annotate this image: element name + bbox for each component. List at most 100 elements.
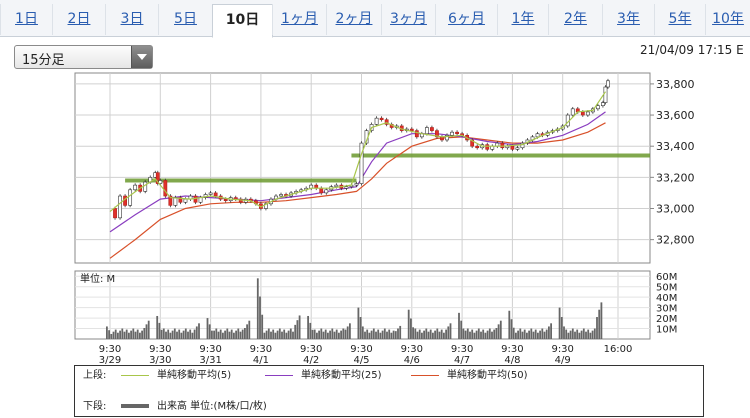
tab-0[interactable]: 1日 [0, 4, 52, 35]
volume-bar [112, 331, 115, 339]
volume-bar [248, 320, 251, 339]
x-tick-date: 4/2 [303, 355, 319, 365]
volume-bar [259, 296, 261, 339]
volume-bar [539, 330, 541, 339]
volume-bar [464, 330, 467, 339]
volume-bar [235, 330, 237, 339]
x-tick-time: 9:30 [350, 344, 372, 355]
candle [475, 145, 480, 149]
volume-y-tick-label: 60M [656, 272, 677, 283]
legend: 上段: 単純移動平均(5) 単純移動平均(25) 単純移動平均(50) 下段: … [74, 365, 704, 417]
volume-bar [429, 329, 432, 339]
tab-6[interactable]: 2ヶ月 [326, 4, 381, 35]
volume-bar [519, 328, 522, 339]
volume-bar [278, 328, 281, 339]
price-chart: 33,800 33,600 33,400 33,200 33,000 32,800 60M… [74, 72, 695, 365]
volume-bar [340, 330, 342, 339]
volume-bar [379, 332, 382, 339]
tab-7[interactable]: 3ヶ月 [381, 4, 435, 35]
volume-bar [335, 329, 338, 339]
volume-bar [281, 331, 283, 339]
candle [133, 184, 138, 191]
volume-bar [486, 330, 489, 339]
volume-bar [473, 332, 476, 339]
volume-bar [160, 329, 163, 339]
candle [409, 128, 414, 131]
legend-label-sma25: 単純移動平均(25) [301, 370, 382, 381]
volume-bar [187, 331, 189, 339]
volume-bar [128, 332, 130, 339]
volume-bar [543, 331, 546, 339]
x-tick-time: 9:30 [149, 344, 171, 355]
volume-bar [548, 326, 550, 339]
volume-bar [462, 328, 465, 339]
volume-bar [233, 332, 235, 339]
tab-13[interactable]: 10年 [705, 4, 750, 35]
volume-bar [130, 330, 132, 339]
volume-bar [438, 331, 441, 339]
legend-item-sma50: 単純移動平均(50) [401, 369, 528, 383]
candle [450, 131, 454, 136]
interval-select[interactable]: 15分足 [14, 45, 153, 69]
volume-bar [578, 332, 581, 339]
candle [208, 192, 213, 195]
volume-bar [361, 326, 364, 339]
volume-bar [313, 329, 316, 339]
volume-bar [211, 330, 213, 339]
volume-bar [246, 324, 248, 339]
x-tick-time: 9:30 [300, 344, 322, 355]
volume-bar [560, 317, 563, 339]
volume-bar [184, 328, 187, 339]
volume-bar [241, 329, 244, 339]
tab-5[interactable]: 1ヶ月 [272, 4, 326, 35]
volume-bar [418, 329, 421, 339]
candle [601, 102, 605, 107]
volume-bar [171, 330, 174, 339]
x-tick-date: 4/8 [504, 355, 520, 365]
volume-bar [390, 332, 393, 339]
tab-1[interactable]: 2日 [52, 4, 105, 35]
candle [379, 117, 384, 121]
candle [183, 198, 188, 203]
candle [580, 111, 585, 116]
x-tick-date: 4/1 [253, 355, 269, 365]
legend-item-volume: 出来高 単位:(M株/口/枚) [111, 400, 267, 414]
volume-bar [569, 330, 572, 339]
tab-9[interactable]: 1年 [497, 4, 548, 35]
volume-bar [434, 330, 436, 339]
x-tick-date: 4/6 [404, 355, 420, 365]
tab-12[interactable]: 5年 [654, 4, 705, 35]
candle [354, 183, 359, 186]
x-tick-time: 9:30 [401, 344, 423, 355]
volume-bar [436, 328, 439, 339]
candle [359, 142, 364, 184]
volume-bar [263, 332, 266, 339]
sma5-line [109, 91, 606, 213]
volume-bar [523, 329, 526, 339]
price-y-tick-label: 33,200 [656, 171, 695, 184]
x-tick-time: 16:00 [604, 344, 633, 355]
tab-8[interactable]: 6ヶ月 [435, 4, 497, 35]
volume-bar [274, 332, 277, 339]
x-tick-date: 3/31 [199, 355, 221, 365]
candle [520, 142, 525, 149]
volume-y-tick-label: 30M [656, 304, 677, 315]
volume-bar [125, 329, 128, 339]
tab-11[interactable]: 3年 [602, 4, 654, 35]
volume-bar [443, 332, 445, 339]
tab-2[interactable]: 3日 [105, 4, 158, 35]
candle [213, 192, 218, 197]
legend-swatch-sma50 [411, 374, 439, 376]
candle [470, 139, 475, 147]
tab-4[interactable]: 10日 [212, 4, 273, 38]
volume-bar [219, 329, 222, 339]
volume-bar [512, 327, 515, 339]
volume-bar [215, 328, 218, 339]
chevron-down-icon[interactable] [131, 46, 152, 68]
volume-bar [576, 329, 579, 339]
candle [606, 80, 610, 88]
volume-bar [298, 315, 301, 339]
tab-10[interactable]: 2年 [548, 4, 602, 35]
volume-bar [226, 328, 229, 339]
tab-3[interactable]: 5日 [158, 4, 212, 35]
